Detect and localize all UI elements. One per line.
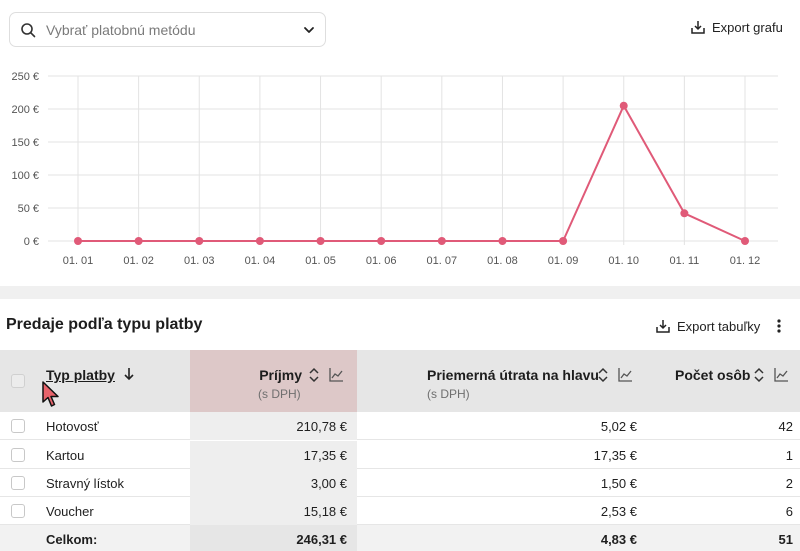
x-tick-label: 01. 01 bbox=[63, 255, 94, 267]
download-icon bbox=[691, 21, 705, 34]
chart-trend-icon[interactable] bbox=[617, 367, 633, 383]
cell-type: Voucher bbox=[46, 504, 94, 519]
table-row[interactable]: Voucher 15,18 € 2,53 € 6 bbox=[0, 497, 800, 525]
sort-toggle-icon[interactable] bbox=[597, 366, 609, 384]
x-tick-label: 01. 02 bbox=[123, 255, 154, 267]
table-row[interactable]: Kartou 17,35 € 17,35 € 1 bbox=[0, 441, 800, 469]
y-tick-label: 200 € bbox=[11, 104, 39, 116]
y-tick-label: 50 € bbox=[18, 203, 39, 215]
data-point bbox=[316, 237, 325, 245]
search-icon bbox=[21, 23, 36, 38]
x-tick-label: 01. 07 bbox=[427, 255, 458, 267]
cell-avg-spend: 1,50 € bbox=[600, 476, 637, 491]
data-point bbox=[195, 237, 204, 245]
data-point bbox=[437, 237, 446, 245]
data-point bbox=[377, 237, 386, 245]
column-header-person-count[interactable]: Počet osôb bbox=[675, 367, 751, 383]
cell-person-count: 42 bbox=[778, 419, 793, 434]
cell-person-count: 1 bbox=[785, 448, 793, 463]
sort-toggle-icon[interactable] bbox=[753, 366, 765, 384]
cell-avg-spend: 17,35 € bbox=[593, 448, 637, 463]
chart-trend-icon[interactable] bbox=[773, 367, 789, 383]
cell-revenue: 15,18 € bbox=[303, 504, 347, 519]
cell-person-count: 2 bbox=[785, 476, 793, 491]
x-tick-label: 01. 12 bbox=[730, 255, 761, 267]
cell-revenue: 17,35 € bbox=[303, 448, 347, 463]
export-chart-label: Export grafu bbox=[712, 19, 783, 35]
row-checkbox[interactable] bbox=[11, 419, 25, 433]
cell-person-count: 6 bbox=[785, 504, 793, 519]
data-point bbox=[559, 237, 568, 245]
cell-type: Kartou bbox=[46, 448, 85, 463]
x-tick-label: 01. 10 bbox=[608, 255, 639, 267]
column-header-avg-spend[interactable]: Priemerná útrata na hlavu bbox=[427, 367, 599, 383]
column-header-revenue[interactable]: Príjmy bbox=[259, 367, 302, 383]
download-icon bbox=[656, 320, 670, 333]
x-tick-label: 01. 06 bbox=[366, 255, 397, 267]
row-checkbox[interactable] bbox=[11, 476, 25, 490]
row-checkbox[interactable] bbox=[11, 448, 25, 462]
column-header-type[interactable]: Typ platby bbox=[46, 367, 115, 383]
sorted-column-highlight bbox=[190, 350, 357, 412]
cell-revenue: 3,00 € bbox=[310, 476, 347, 491]
sort-descending-icon[interactable] bbox=[122, 366, 136, 382]
total-revenue: 246,31 € bbox=[296, 532, 347, 547]
data-point bbox=[680, 209, 689, 218]
y-tick-label: 0 € bbox=[24, 236, 39, 248]
export-chart-button[interactable]: Export grafu bbox=[690, 16, 783, 38]
section-divider bbox=[0, 286, 800, 299]
table-row[interactable]: Stravný lístok 3,00 € 1,50 € 2 bbox=[0, 469, 800, 497]
table-total-row: Celkom: 246,31 € 4,83 € 51 bbox=[0, 525, 800, 551]
column-header-avg-spend-note: (s DPH) bbox=[427, 387, 470, 401]
table-title: Predaje podľa typu platby bbox=[6, 316, 203, 333]
y-tick-label: 250 € bbox=[11, 71, 39, 83]
series-line bbox=[78, 104, 746, 242]
total-avg-spend: 4,83 € bbox=[600, 532, 637, 547]
x-tick-label: 01. 09 bbox=[548, 255, 579, 267]
cell-type: Hotovosť bbox=[46, 419, 99, 434]
sort-toggle-icon[interactable] bbox=[308, 366, 320, 384]
payment-method-select[interactable]: Vybrať platobnú metódu bbox=[9, 12, 326, 47]
x-tick-label: 01. 03 bbox=[184, 255, 215, 267]
data-point bbox=[134, 237, 143, 245]
data-point bbox=[74, 237, 82, 245]
x-tick-label: 01. 05 bbox=[305, 255, 336, 267]
x-tick-label: 01. 11 bbox=[669, 255, 699, 267]
more-options-icon[interactable] bbox=[771, 318, 787, 334]
cell-avg-spend: 2,53 € bbox=[600, 504, 637, 519]
revenue-line-chart: 0 € 50 € 100 € 150 € 200 € 250 € 01. 01 01. 02 0… bbox=[11, 71, 778, 267]
y-tick-label: 100 € bbox=[11, 170, 39, 182]
table-row[interactable]: Hotovosť 210,78 € 5,02 € 42 bbox=[0, 412, 800, 440]
export-table-label: Export tabuľky bbox=[677, 318, 761, 334]
cell-revenue: 210,78 € bbox=[296, 419, 347, 434]
total-label: Celkom: bbox=[46, 532, 98, 547]
data-point bbox=[741, 237, 749, 245]
table-header bbox=[0, 350, 800, 412]
chart-panel: Vybrať platobnú metódu Export grafu 0 € 5… bbox=[9, 12, 783, 267]
x-tick-label: 01. 08 bbox=[487, 255, 518, 267]
y-tick-label: 150 € bbox=[11, 137, 39, 149]
data-point bbox=[498, 237, 507, 245]
mouse-cursor-icon bbox=[42, 381, 59, 407]
chevron-down-icon bbox=[304, 27, 314, 33]
cell-avg-spend: 5,02 € bbox=[600, 419, 637, 434]
export-table-button[interactable]: Export tabuľky bbox=[655, 316, 760, 336]
column-header-revenue-note: (s DPH) bbox=[258, 387, 301, 401]
select-all-checkbox[interactable] bbox=[11, 374, 25, 388]
payment-method-placeholder: Vybrať platobnú metódu bbox=[46, 22, 196, 38]
chart-trend-icon[interactable] bbox=[328, 367, 344, 383]
data-point bbox=[255, 237, 264, 245]
row-checkbox[interactable] bbox=[11, 504, 25, 518]
cell-type: Stravný lístok bbox=[46, 476, 125, 491]
x-tick-label: 01. 04 bbox=[245, 255, 276, 267]
data-point bbox=[619, 101, 628, 110]
total-person-count: 51 bbox=[778, 532, 793, 547]
